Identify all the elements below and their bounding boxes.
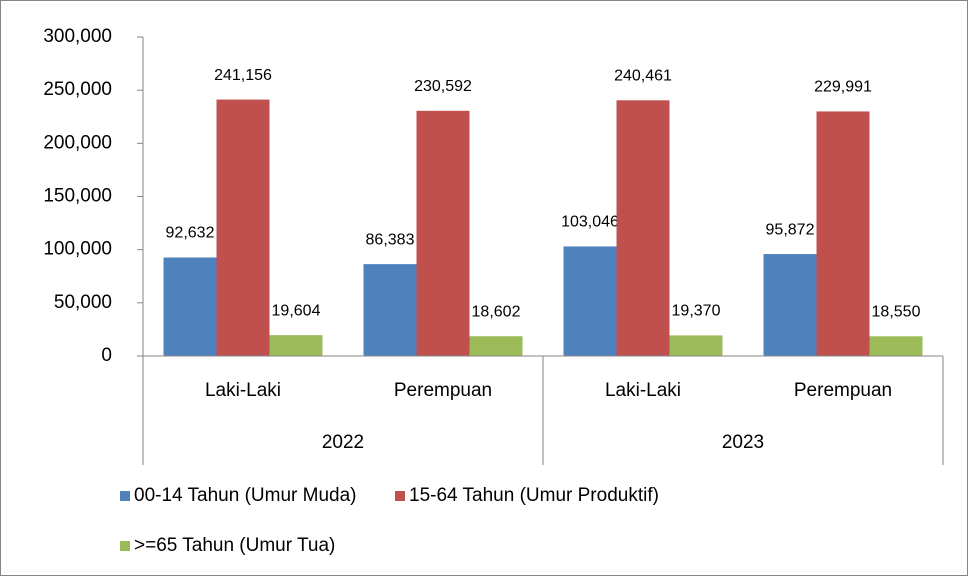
bar <box>416 110 470 357</box>
group-label: 2022 <box>322 432 364 453</box>
data-label: 18,550 <box>872 303 921 320</box>
bar <box>216 99 270 356</box>
y-tick-label: 100,000 <box>43 239 112 260</box>
data-label: 240,461 <box>614 68 672 85</box>
legend-swatch <box>395 491 405 501</box>
bar <box>616 100 670 356</box>
y-tick-label: 250,000 <box>43 79 112 100</box>
legend-label: 15-64 Tahun (Umur Produktif) <box>409 485 659 506</box>
legend-swatch <box>120 491 130 501</box>
x-tick-label: Laki-Laki <box>205 380 281 401</box>
y-tick-label: 50,000 <box>54 292 112 313</box>
bar <box>669 335 723 356</box>
bar <box>816 111 870 356</box>
x-tick-label: Perempuan <box>794 380 892 401</box>
data-label: 19,604 <box>272 302 321 319</box>
y-tick-label: 300,000 <box>43 26 112 47</box>
data-label: 86,383 <box>366 231 415 248</box>
data-label: 92,632 <box>166 225 215 242</box>
data-label: 19,370 <box>672 303 721 320</box>
bar <box>869 336 923 356</box>
data-label: 95,872 <box>766 221 815 238</box>
bar <box>269 335 323 356</box>
x-tick-label: Perempuan <box>394 380 492 401</box>
bar <box>363 264 417 356</box>
data-label: 18,602 <box>472 303 521 320</box>
legend-label: >=65 Tahun (Umur Tua) <box>134 535 335 556</box>
group-label: 2023 <box>722 432 764 453</box>
bar <box>469 336 523 356</box>
bar <box>163 257 217 356</box>
legend-label: 00-14 Tahun (Umur Muda) <box>134 485 356 506</box>
x-tick-label: Laki-Laki <box>605 380 681 401</box>
data-label: 230,592 <box>414 78 472 95</box>
legend-swatch <box>120 541 130 551</box>
y-tick-label: 150,000 <box>43 186 112 207</box>
data-label: 229,991 <box>814 79 872 96</box>
data-label: 241,156 <box>214 67 272 84</box>
y-tick-label: 200,000 <box>43 132 112 153</box>
bar <box>563 246 617 356</box>
data-label: 103,046 <box>561 214 619 231</box>
y-tick-label: 0 <box>101 345 112 366</box>
bar <box>763 254 817 356</box>
